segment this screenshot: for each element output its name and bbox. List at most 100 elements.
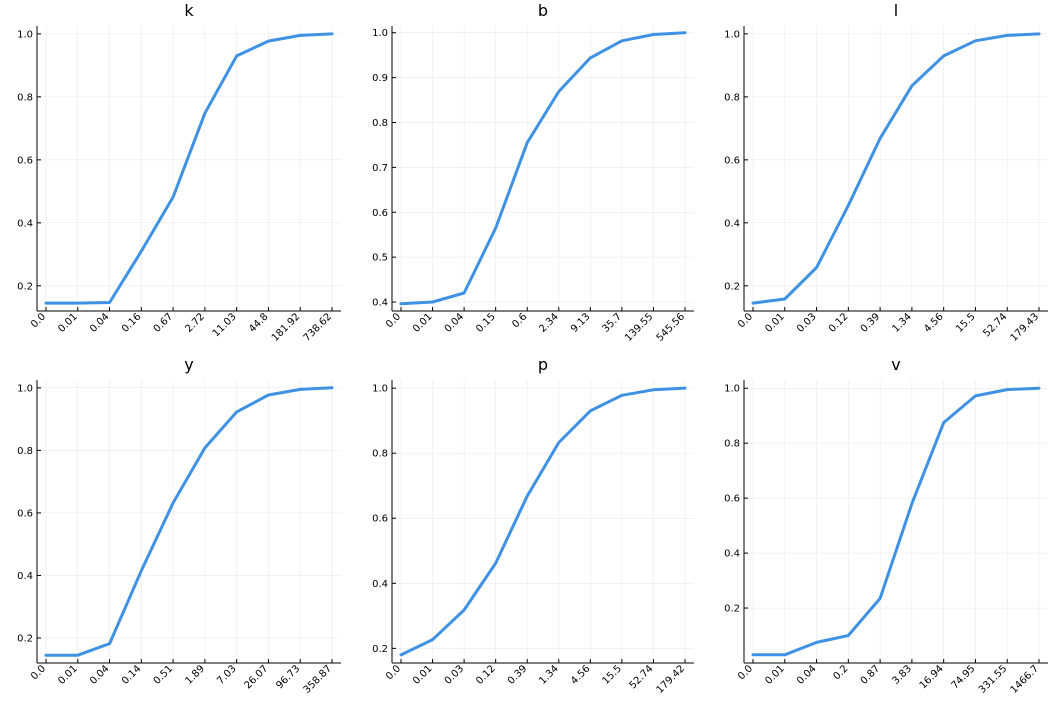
x-tick-label: 0.6 (510, 311, 529, 330)
y-tick-label: 0.6 (724, 494, 740, 505)
y-tick-label: 1.0 (372, 28, 388, 39)
x-tick-label: 0.16 (120, 311, 144, 335)
y-tick-label: 1.0 (17, 383, 33, 394)
x-tick-label: 0.39 (859, 311, 883, 335)
x-tick-label: 179.42 (655, 663, 688, 696)
y-tick-label: 0.8 (17, 446, 33, 457)
x-tick-label: 1.34 (537, 663, 561, 687)
y-tick-label: 0.4 (372, 579, 388, 590)
y-tick-label: 0.2 (17, 633, 33, 644)
subplot-y: 0.2 0.4 0.6 0.8 1.0 0.0 0.01 0.04 0.14 0.51 1.89 7.… (17, 355, 341, 696)
y-tick-label: 0.6 (17, 508, 33, 519)
subplot-p: 0.2 0.4 0.6 0.8 1.0 0.0 0.01 0.03 0.12 0.39 1.34 4.… (372, 355, 694, 696)
y-tick-label: 0.9 (372, 73, 388, 84)
x-tick-label: 2.34 (537, 311, 561, 335)
y-tick-label: 1.0 (17, 29, 33, 40)
series-line (399, 31, 687, 306)
x-tick-label: 35.7 (600, 311, 624, 335)
y-tick-label: 0.8 (372, 449, 388, 460)
subplot-title: b (538, 1, 548, 20)
y-tick-label: 0.8 (372, 118, 388, 129)
x-tick-label: 0.67 (152, 311, 176, 335)
y-tick-label: 1.0 (724, 384, 740, 395)
x-tick-label: 0.01 (763, 311, 787, 335)
x-tick-label: 0.01 (763, 663, 787, 687)
x-tick-label: 0.51 (152, 663, 176, 687)
x-tick-label: 0.12 (474, 663, 498, 687)
series-line (751, 32, 1041, 305)
y-tick-label: 0.4 (17, 571, 33, 582)
y-tick-label: 0.8 (724, 439, 740, 450)
x-tick-label: 0.0 (384, 663, 403, 682)
subplot-title: k (184, 1, 194, 20)
x-tick-label: 545.56 (655, 311, 688, 344)
x-tick-label: 0.87 (859, 663, 883, 687)
x-tick-label: 44.8 (247, 311, 271, 335)
y-tick-label: 0.8 (724, 92, 740, 103)
y-tick-label: 0.8 (17, 92, 33, 103)
x-tick-label: 1.89 (183, 663, 207, 687)
x-tick-label: 52.74 (628, 663, 656, 691)
x-tick-label: 179.43 (1009, 311, 1042, 344)
x-tick-label: 0.0 (29, 311, 48, 330)
x-tick-label: 0.01 (56, 663, 80, 687)
y-tick-label: 0.2 (724, 281, 740, 292)
y-tick-label: 0.2 (372, 644, 388, 655)
x-tick-label: 0.0 (29, 663, 48, 682)
x-tick-label: 15.5 (954, 311, 978, 335)
x-tick-label: 1466.7 (1009, 663, 1042, 696)
x-tick-label: 0.01 (411, 663, 435, 687)
y-tick-label: 0.4 (372, 298, 388, 309)
x-tick-label: 0.04 (795, 663, 819, 687)
y-tick-label: 0.6 (372, 208, 388, 219)
subplot-b: 0.4 0.5 0.6 0.7 0.8 0.9 1.0 0.0 0.01 0.04 0.15 0.6 2… (372, 1, 694, 344)
series-line (44, 32, 334, 305)
subplot-v: 0.2 0.4 0.6 0.8 1.0 0.0 0.01 0.04 0.2 0.87 3.83 16.… (724, 355, 1048, 696)
x-tick-label: 16.94 (918, 663, 946, 691)
x-tick-label: 4.56 (922, 311, 946, 335)
x-tick-label: 0.04 (443, 311, 467, 335)
series-line (399, 386, 687, 657)
x-tick-label: 738.62 (302, 311, 335, 344)
x-tick-label: 74.95 (950, 663, 978, 691)
x-tick-label: 4.56 (569, 663, 593, 687)
y-tick-label: 0.2 (724, 604, 740, 615)
subplot-title: l (894, 1, 898, 20)
y-tick-label: 0.6 (372, 514, 388, 525)
x-tick-label: 3.83 (890, 663, 914, 687)
x-tick-label: 0.15 (474, 311, 498, 335)
x-tick-label: 0.04 (88, 663, 112, 687)
x-tick-label: 0.14 (120, 663, 144, 687)
x-tick-label: 0.2 (831, 663, 850, 682)
x-tick-label: 181.92 (270, 311, 303, 344)
y-tick-label: 0.5 (372, 253, 388, 264)
x-tick-label: 0.0 (736, 311, 755, 330)
x-tick-label: 358.87 (302, 663, 335, 696)
x-tick-label: 0.01 (411, 311, 435, 335)
x-tick-label: 1.34 (890, 311, 914, 335)
y-tick-label: 0.6 (724, 155, 740, 166)
subplot-l: 0.2 0.4 0.6 0.8 1.0 0.0 0.01 0.03 0.12 0.39 1.34 4.… (724, 1, 1048, 344)
x-tick-label: 96.73 (274, 663, 302, 691)
x-tick-label: 331.55 (977, 663, 1010, 696)
series-line (751, 386, 1041, 657)
x-tick-label: 0.0 (384, 311, 403, 330)
x-tick-label: 9.13 (569, 311, 593, 335)
x-tick-label: 139.55 (623, 311, 656, 344)
x-tick-label: 15.5 (600, 663, 624, 687)
subplot-title: y (184, 355, 193, 374)
x-tick-label: 0.03 (443, 663, 467, 687)
subplot-title: p (538, 355, 548, 374)
subplot-k: 0.2 0.4 0.6 0.8 1.0 0.0 0.01 0.04 0.16 0.67 2.72 11… (17, 1, 341, 344)
y-tick-label: 1.0 (372, 384, 388, 395)
y-tick-label: 0.4 (724, 218, 740, 229)
x-tick-label: 52.74 (981, 311, 1009, 339)
x-tick-label: 0.04 (88, 311, 112, 335)
y-tick-label: 0.4 (724, 549, 740, 560)
y-tick-label: 0.6 (17, 155, 33, 166)
x-tick-label: 0.01 (56, 311, 80, 335)
x-tick-label: 2.72 (183, 311, 207, 335)
x-tick-label: 0.12 (827, 311, 851, 335)
x-tick-label: 0.03 (795, 311, 819, 335)
